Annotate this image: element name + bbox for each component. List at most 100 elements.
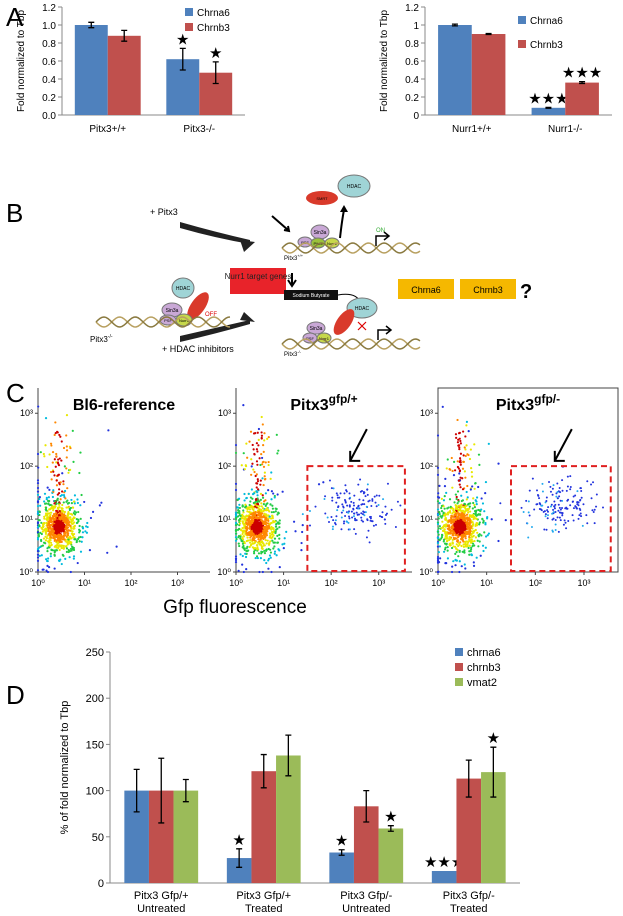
event-dot <box>271 515 273 517</box>
event-dot <box>455 493 457 495</box>
event-dot <box>56 549 58 551</box>
event-dot <box>355 533 357 535</box>
event-dot <box>248 441 250 443</box>
event-dot <box>458 432 460 434</box>
event-dot <box>39 546 41 548</box>
event-dot <box>71 523 73 525</box>
event-dot <box>464 515 466 517</box>
event-dot <box>51 533 53 535</box>
x-tick-label: Pitx3 Gfp/+ <box>236 890 291 902</box>
event-dot <box>358 505 360 507</box>
event-dot <box>525 500 527 502</box>
event-dot <box>362 511 364 513</box>
event-dot <box>245 497 247 499</box>
panel-title: Pitx3gfp/+ <box>290 392 357 414</box>
event-dot <box>539 503 541 505</box>
event-dot <box>567 485 569 487</box>
event-dot <box>56 543 58 545</box>
event-dot <box>537 494 539 496</box>
event-dot <box>43 453 45 455</box>
x-tick-label: Nurr1+/+ <box>452 124 492 135</box>
arrow <box>555 429 572 461</box>
significance: ★ <box>176 31 189 48</box>
event-dot <box>246 457 248 459</box>
event-dot <box>545 500 547 502</box>
event-dot <box>38 498 40 500</box>
event-dot <box>240 515 242 517</box>
label: SMRT <box>316 196 328 201</box>
event-dot <box>256 517 258 519</box>
event-dot <box>533 508 535 510</box>
event-dot <box>70 499 72 501</box>
event-dot <box>272 508 274 510</box>
gate <box>307 466 405 571</box>
event-dot <box>445 513 447 515</box>
event-dot <box>565 522 567 524</box>
event-dot <box>50 507 52 509</box>
panel-label: C <box>6 378 25 408</box>
event-dot <box>265 503 267 505</box>
event-dot <box>450 517 452 519</box>
event-dot <box>245 527 247 529</box>
event-dot <box>450 506 452 508</box>
y-tick-label: 0 <box>98 878 104 890</box>
event-dot <box>57 458 59 460</box>
event-dot <box>437 496 439 498</box>
event-dot <box>456 515 458 517</box>
event-dot <box>451 512 453 514</box>
event-dot <box>77 520 79 522</box>
event-dot <box>591 509 593 511</box>
event-dot <box>265 549 267 551</box>
event-dot <box>379 515 381 517</box>
event-dot <box>397 501 399 503</box>
event-dot <box>258 505 260 507</box>
y-tick-label: 10² <box>420 461 433 471</box>
event-dot <box>462 488 464 490</box>
event-dot <box>254 541 256 543</box>
event-dot <box>235 524 237 526</box>
event-dot <box>255 557 257 559</box>
event-dot <box>569 488 571 490</box>
event-dot <box>487 534 489 536</box>
event-dot <box>267 568 269 570</box>
event-dot <box>472 530 474 532</box>
legend-swatch <box>455 648 463 656</box>
event-dot <box>263 559 265 561</box>
event-dot <box>454 469 456 471</box>
event-dot <box>469 514 471 516</box>
event-dot <box>555 511 557 513</box>
event-dot <box>246 510 248 512</box>
event-dot <box>359 479 361 481</box>
event-dot <box>64 490 66 492</box>
event-dot <box>348 516 350 518</box>
event-dot <box>454 527 456 529</box>
event-dot <box>459 560 461 562</box>
event-dot <box>37 405 39 407</box>
event-dot <box>47 503 49 505</box>
event-dot <box>467 508 469 510</box>
event-dot <box>437 513 439 515</box>
event-dot <box>244 506 246 508</box>
event-dot <box>444 495 446 497</box>
event-dot <box>263 503 265 505</box>
y-tick-label: 1.2 <box>42 3 56 14</box>
event-dot <box>246 547 248 549</box>
event-dot <box>272 547 274 549</box>
event-dot <box>277 521 279 523</box>
x-tick-label: 10⁰ <box>431 578 445 588</box>
event-dot <box>374 496 376 498</box>
event-dot <box>258 552 260 554</box>
event-dot <box>67 538 69 540</box>
event-dot <box>566 508 568 510</box>
event-dot <box>328 521 330 523</box>
event-dot <box>242 511 244 513</box>
event-dot <box>488 443 490 445</box>
event-dot <box>453 538 455 540</box>
event-dot <box>452 518 454 520</box>
event-dot <box>37 479 39 481</box>
event-dot <box>47 524 49 526</box>
event-dot <box>51 530 53 532</box>
event-dot <box>602 506 604 508</box>
event-dot <box>89 549 91 551</box>
event-dot <box>477 545 479 547</box>
